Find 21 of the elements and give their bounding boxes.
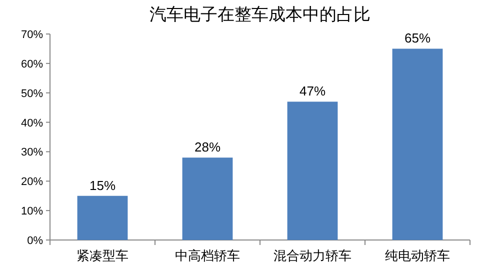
bar bbox=[77, 196, 128, 240]
bar bbox=[182, 158, 233, 240]
y-tick-label: 70% bbox=[20, 29, 44, 41]
data-label: 47% bbox=[299, 84, 326, 99]
y-tick-label: 50% bbox=[20, 88, 44, 100]
bar bbox=[392, 48, 443, 240]
x-tick-label: 纯电动轿车 bbox=[385, 248, 450, 263]
y-tick-label: 40% bbox=[20, 117, 44, 130]
x-tick-label: 中高档轿车 bbox=[175, 248, 240, 263]
y-tick-label: 30% bbox=[20, 146, 44, 159]
y-tick-label: 60% bbox=[20, 58, 44, 70]
x-tick-label: 混合动力轿车 bbox=[274, 248, 352, 263]
data-label: 28% bbox=[194, 140, 221, 155]
data-label: 65% bbox=[404, 30, 431, 46]
chart-title: 汽车电子在整车成本中的占比 bbox=[150, 5, 370, 25]
y-tick-label: 0% bbox=[27, 235, 44, 247]
data-label: 15% bbox=[89, 178, 116, 193]
y-tick-label: 10% bbox=[20, 206, 44, 218]
y-tick-label: 20% bbox=[20, 176, 44, 188]
bar bbox=[287, 102, 338, 240]
x-tick-label: 紧凑型车 bbox=[76, 248, 128, 263]
